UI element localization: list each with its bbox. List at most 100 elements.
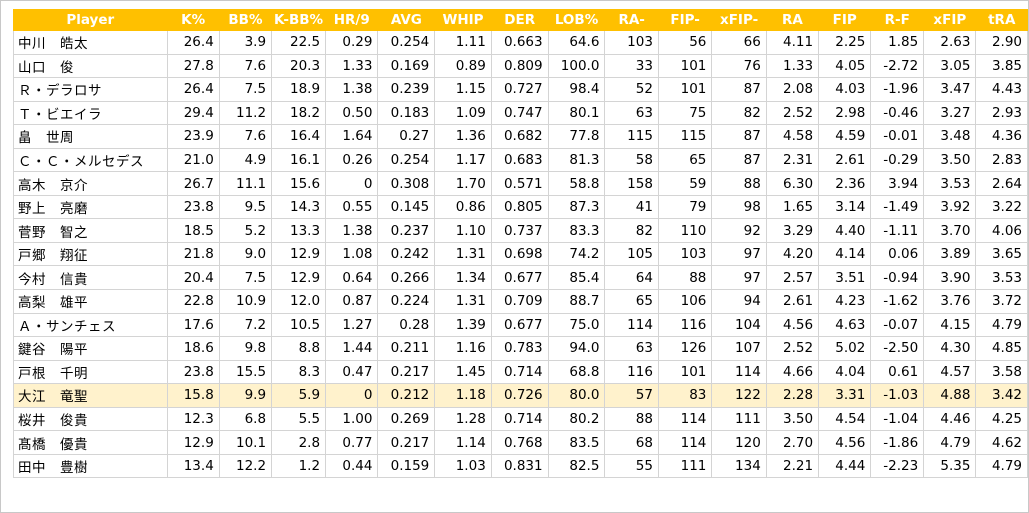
stat-cell[interactable]: 1.00 [325,406,379,432]
stat-cell[interactable]: 94 [711,289,767,314]
stat-cell[interactable]: 75 [657,100,713,126]
column-header-hr-9[interactable]: HR/9 [325,9,379,31]
stat-cell[interactable]: 0.831 [490,453,549,479]
stat-cell[interactable]: 80.0 [547,383,606,408]
player-name-cell[interactable]: 髙橋 優貴 [13,430,168,455]
stat-cell[interactable]: 158 [604,171,659,196]
stat-cell[interactable]: 83.5 [547,430,606,455]
stat-cell[interactable]: 3.27 [923,100,977,126]
stat-cell[interactable]: 1.65 [765,194,820,220]
stat-cell[interactable]: 3.31 [818,383,872,408]
stat-cell[interactable]: 0.254 [377,147,436,173]
stat-cell[interactable]: 82.5 [547,453,606,479]
stat-cell[interactable]: 116 [604,359,659,385]
stat-cell[interactable]: 20.3 [271,53,327,79]
stat-cell[interactable]: 4.88 [923,383,977,408]
column-header-der[interactable]: DER [490,9,549,31]
stat-cell[interactable]: 14.3 [271,194,327,220]
stat-cell[interactable]: 4.20 [765,241,820,267]
stat-cell[interactable]: 0.714 [490,359,549,385]
stat-cell[interactable]: 3.22 [975,194,1028,220]
stat-cell[interactable]: 88 [711,171,767,196]
player-name-cell[interactable]: 田中 豊樹 [13,453,168,479]
stat-cell[interactable]: 0.169 [377,53,436,79]
column-header-avg[interactable]: AVG [377,9,436,31]
stat-cell[interactable]: 63 [604,336,659,361]
stat-cell[interactable]: 77.8 [547,124,606,149]
stat-cell[interactable]: 7.5 [218,77,273,102]
stat-cell[interactable]: 15.5 [218,359,273,385]
stat-cell[interactable]: 2.28 [765,383,820,408]
stat-cell[interactable]: 3.90 [923,265,977,291]
stat-cell[interactable]: 2.31 [765,147,820,173]
stat-cell[interactable]: 94.0 [547,336,606,361]
stat-cell[interactable]: 4.30 [923,336,977,361]
stat-cell[interactable]: 66 [711,30,767,55]
stat-cell[interactable]: 1.28 [434,406,492,432]
stat-cell[interactable]: 3.50 [923,147,977,173]
stat-cell[interactable]: 10.5 [271,312,327,338]
stat-cell[interactable]: 87.3 [547,194,606,220]
player-name-cell[interactable]: Ａ・サンチェス [13,312,168,338]
stat-cell[interactable]: 114 [657,406,713,432]
stat-cell[interactable]: 114 [711,359,767,385]
stat-cell[interactable]: 18.2 [271,100,327,126]
stat-cell[interactable]: 81.3 [547,147,606,173]
stat-cell[interactable]: 0.44 [325,453,379,479]
stat-cell[interactable]: 79 [657,194,713,220]
stat-cell[interactable]: 0.06 [870,241,925,267]
stat-cell[interactable]: 0.87 [325,289,379,314]
stat-cell[interactable]: 33 [604,53,659,79]
stat-cell[interactable]: 8.8 [271,336,327,361]
player-name-cell[interactable]: 中川 皓太 [13,30,168,55]
stat-cell[interactable]: 1.31 [434,289,492,314]
stat-cell[interactable]: 4.46 [923,406,977,432]
stat-cell[interactable]: 98.4 [547,77,606,102]
stat-cell[interactable]: 1.36 [434,124,492,149]
stat-cell[interactable]: 1.45 [434,359,492,385]
stat-cell[interactable]: 0.269 [377,406,436,432]
stat-cell[interactable]: -0.07 [870,312,925,338]
stat-cell[interactable]: 2.52 [765,336,820,361]
stat-cell[interactable]: 2.25 [818,30,872,55]
stat-cell[interactable]: -0.94 [870,265,925,291]
stat-cell[interactable]: 134 [711,453,767,479]
stat-cell[interactable]: 2.98 [818,100,872,126]
stat-cell[interactable]: 0 [325,171,379,196]
player-name-cell[interactable]: 桜井 俊貴 [13,406,168,432]
stat-cell[interactable]: 3.51 [818,265,872,291]
stat-cell[interactable]: 3.72 [975,289,1028,314]
stat-cell[interactable]: 59 [657,171,713,196]
stat-cell[interactable]: 100.0 [547,53,606,79]
stat-cell[interactable]: -1.96 [870,77,925,102]
stat-cell[interactable]: 6.30 [765,171,820,196]
stat-cell[interactable]: 57 [604,383,659,408]
stat-cell[interactable]: 12.2 [218,453,273,479]
stat-cell[interactable]: 4.58 [765,124,820,149]
column-header-xfip[interactable]: xFIP [923,9,977,31]
stat-cell[interactable]: 13.4 [166,453,220,479]
stat-cell[interactable]: 10.9 [218,289,273,314]
stat-cell[interactable]: 4.15 [923,312,977,338]
stat-cell[interactable]: 3.48 [923,124,977,149]
stat-cell[interactable]: 16.4 [271,124,327,149]
stat-cell[interactable]: 116 [657,312,713,338]
stat-cell[interactable]: 26.7 [166,171,220,196]
column-header-xfip[interactable]: xFIP- [711,9,767,31]
stat-cell[interactable]: 1.85 [870,30,925,55]
stat-cell[interactable]: -2.72 [870,53,925,79]
stat-cell[interactable]: 4.25 [975,406,1028,432]
stat-cell[interactable]: 74.2 [547,241,606,267]
stat-cell[interactable]: 41 [604,194,659,220]
stat-cell[interactable]: 1.34 [434,265,492,291]
player-name-cell[interactable]: 野上 亮磨 [13,194,168,220]
player-name-cell[interactable]: 今村 信貴 [13,265,168,291]
stat-cell[interactable]: 23.8 [166,194,220,220]
stat-cell[interactable]: 9.8 [218,336,273,361]
stat-cell[interactable]: 0.308 [377,171,436,196]
stat-cell[interactable]: 0.737 [490,218,549,243]
stat-cell[interactable]: 18.9 [271,77,327,102]
stat-cell[interactable]: 122 [711,383,767,408]
stat-cell[interactable]: 0.747 [490,100,549,126]
stat-cell[interactable]: 10.1 [218,430,273,455]
